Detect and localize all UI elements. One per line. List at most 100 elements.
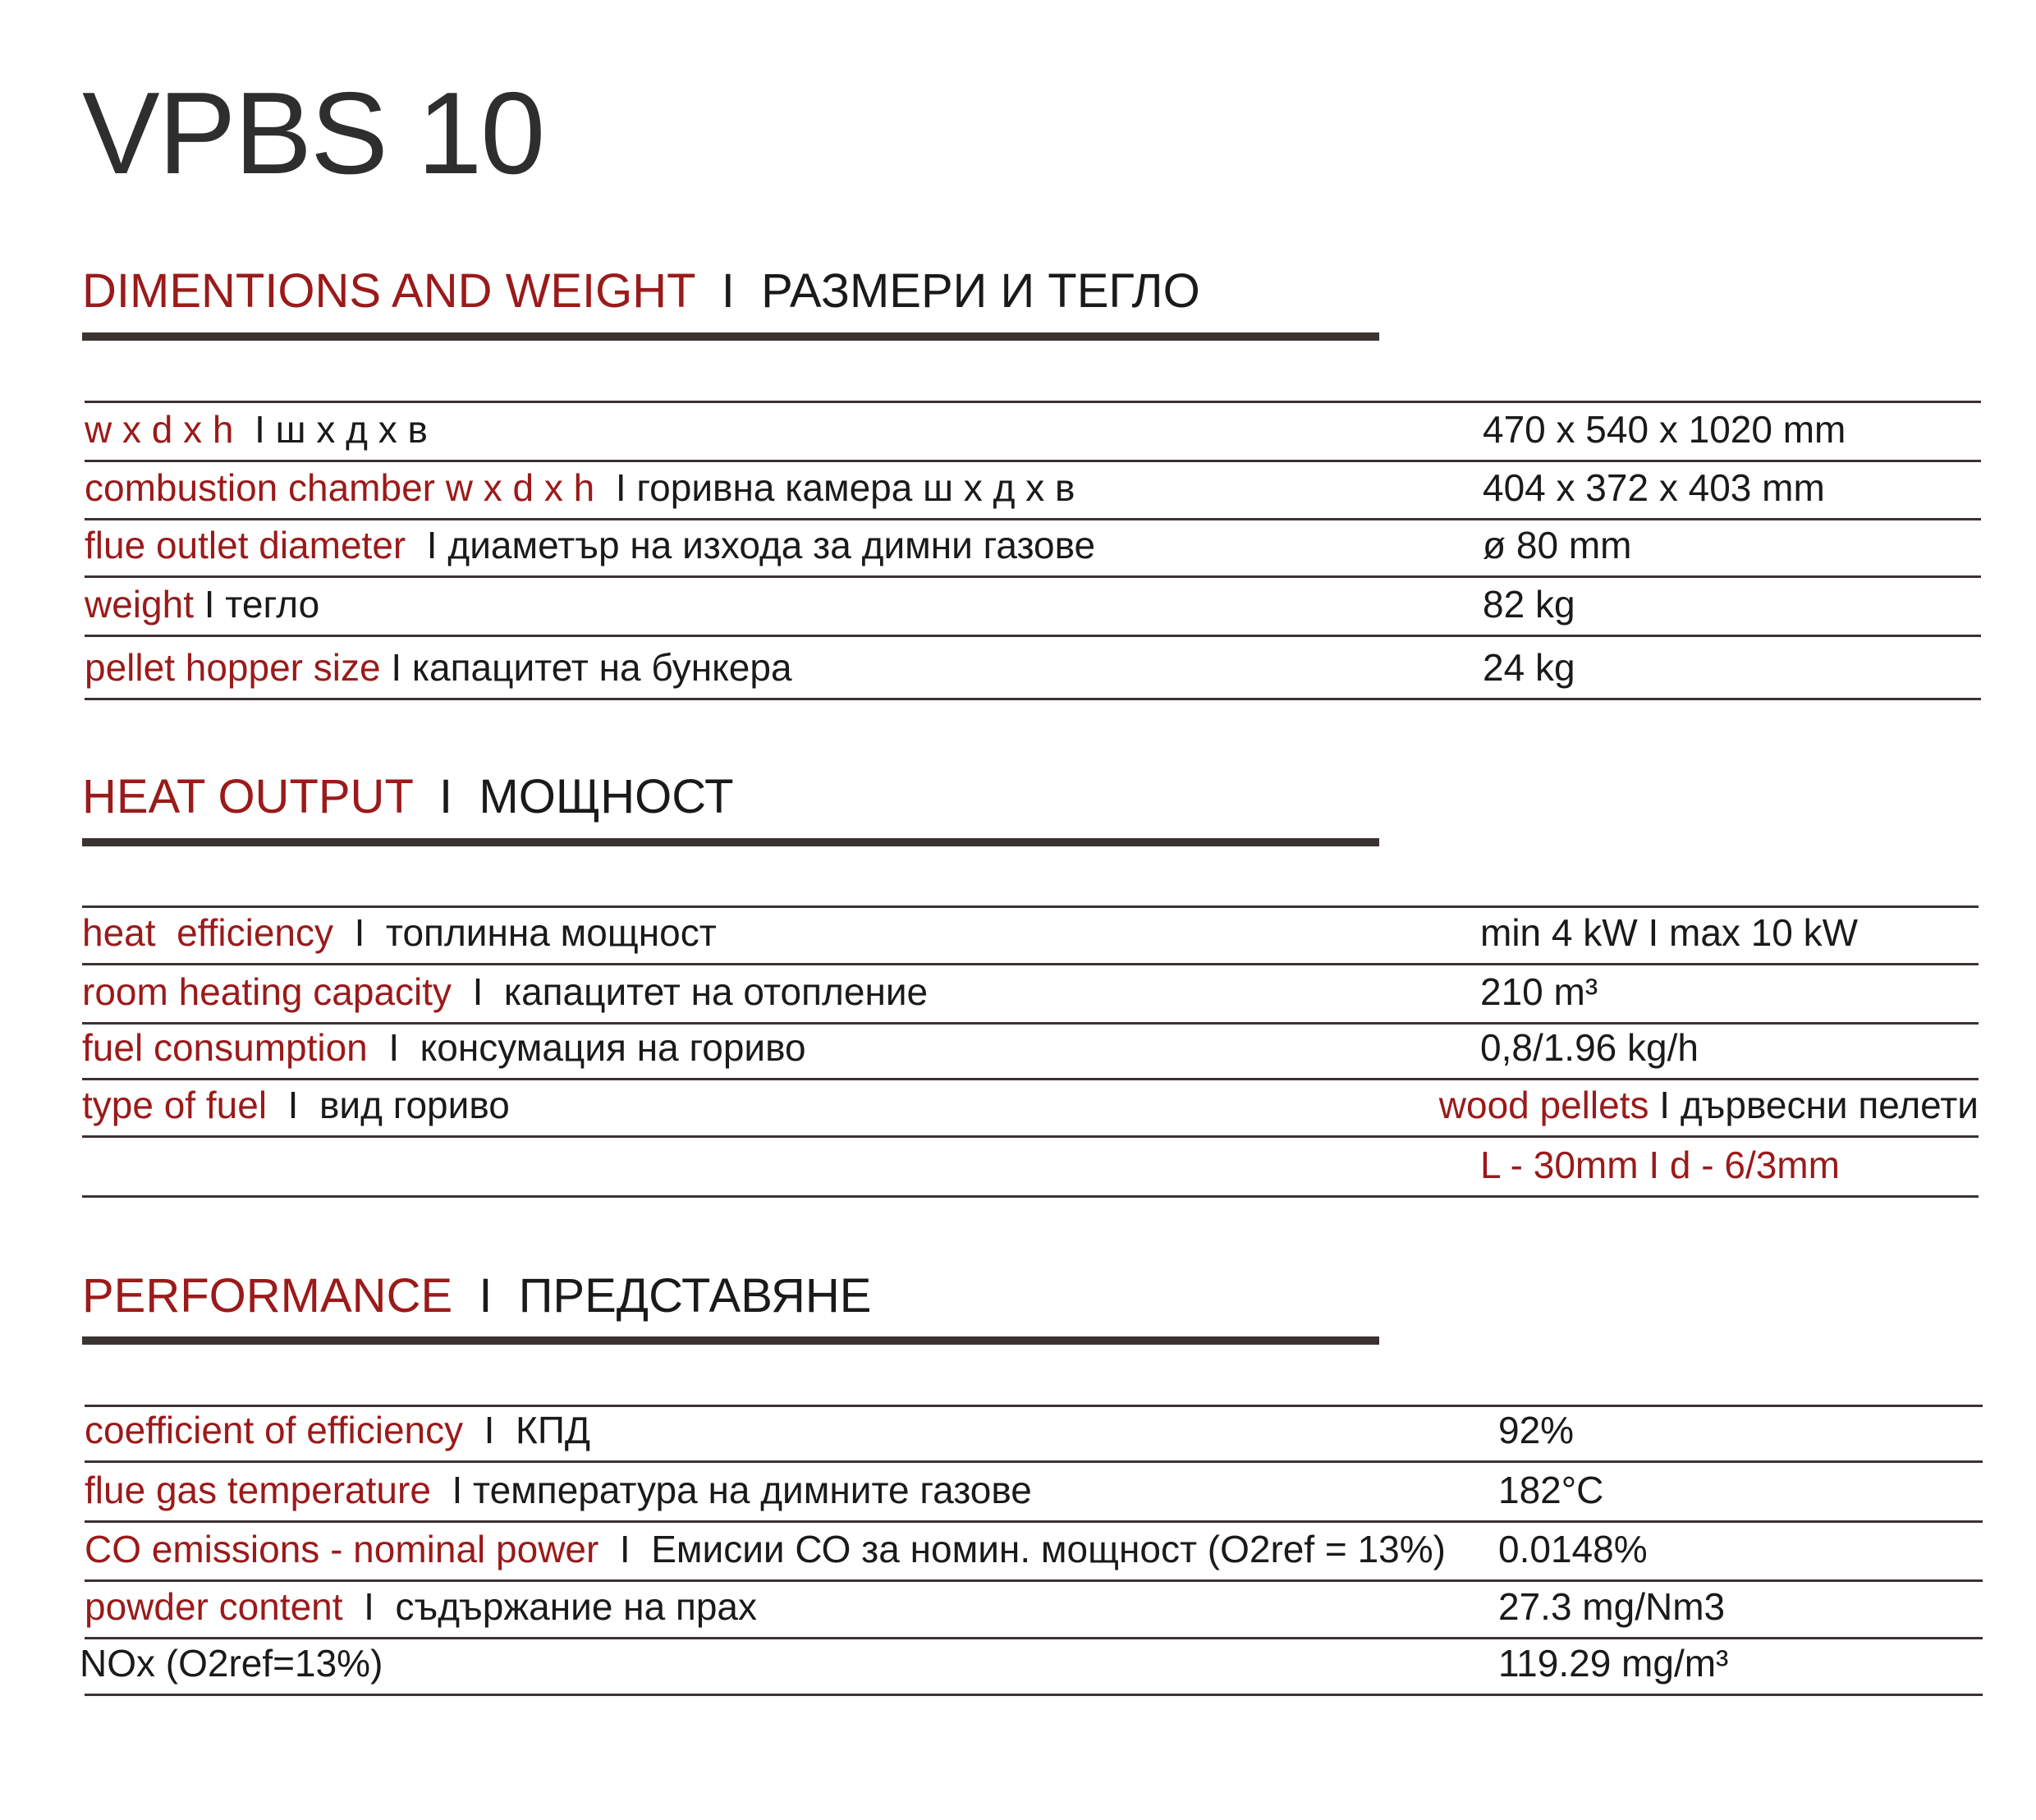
spec-label: weight I тегло — [85, 585, 319, 623]
section-heading-en: DIMENTIONS AND WEIGHT — [82, 264, 695, 318]
spec-label-en: heat efficiency — [82, 911, 334, 954]
row-rule — [82, 905, 1979, 908]
spec-label-bg: I диаметър на изхода за димни газове — [406, 524, 1096, 566]
spec-label-en: fuel consumption — [82, 1026, 368, 1069]
spec-row: room heating capacity I капацитет на ото… — [82, 963, 1979, 1022]
spec-value: 182°C — [1498, 1471, 1603, 1509]
spec-label-en: type of fuel — [82, 1084, 268, 1126]
spec-label: flue outlet diameter I диаметър на изход… — [85, 526, 1095, 564]
spec-label: NOx (O2ref=13%) — [80, 1644, 383, 1682]
spec-row: heat efficiency I топлинна мощност min 4 … — [82, 905, 1979, 963]
spec-label-bg: I капацитет на бункера — [380, 646, 792, 689]
spec-label-bg: I ш x д x в — [233, 408, 428, 451]
spec-row: fuel consumption I консумация на гориво 0… — [82, 1022, 1979, 1078]
section-heading-bg: I ПРЕДСТАВЯНЕ — [452, 1269, 872, 1323]
row-rule — [82, 1078, 1979, 1080]
spec-value: 210 m³ — [1480, 973, 1598, 1011]
spec-value: 470 x 540 x 1020 mm — [1483, 410, 1846, 448]
section-heading-en: PERFORMANCE — [82, 1269, 453, 1323]
spec-row: w x d x h I ш x д x в 470 x 540 x 1020 mm — [85, 401, 1981, 460]
spec-label-en: CO emissions - nominal power — [85, 1528, 599, 1570]
row-rule — [85, 518, 1981, 520]
row-rule — [85, 635, 1981, 637]
spec-label: fuel consumption I консумация на гориво — [82, 1029, 806, 1066]
section-heading: PERFORMANCE I ПРЕДСТАВЯНЕ — [82, 1272, 871, 1320]
spec-label-en: flue outlet diameter — [85, 524, 406, 566]
row-rule — [82, 1195, 1979, 1198]
spec-label: flue gas temperature I температура на ди… — [85, 1471, 1032, 1509]
spec-label-en: coefficient of efficiency — [85, 1409, 464, 1451]
spec-label: pellet hopper size I капацитет на бункер… — [85, 649, 792, 686]
spec-label-en: combustion chamber w x d x h — [85, 466, 595, 509]
spec-value: 24 kg — [1483, 649, 1575, 686]
section-heading: HEAT OUTPUT I МОЩНОСТ — [82, 773, 734, 821]
spec-label-bg: I температура на димните газове — [430, 1469, 1032, 1511]
spec-label-bg: NOx (O2ref=13%) — [80, 1642, 383, 1685]
spec-label-bg: I тегло — [193, 583, 320, 626]
row-rule — [85, 1460, 1983, 1463]
spec-label-bg: I топлинна мощност — [333, 911, 717, 954]
spec-row: type of fuel I вид гориво wood pellets I … — [82, 1078, 1979, 1135]
spec-label-en: weight — [85, 583, 194, 626]
row-rule — [82, 1022, 1979, 1025]
spec-value-text: 24 kg — [1483, 646, 1575, 689]
spec-label-bg: I горивна камера ш x д x в — [594, 466, 1075, 509]
row-rule — [82, 963, 1979, 965]
spec-value-text: 210 m³ — [1480, 970, 1598, 1013]
spec-value-text: 119.29 mg/m³ — [1498, 1642, 1729, 1685]
spec-value: 404 x 372 x 403 mm — [1483, 469, 1825, 507]
page-title: VPBS 10 — [82, 68, 545, 199]
spec-value-text: 470 x 540 x 1020 mm — [1483, 408, 1846, 451]
spec-value-text: 82 kg — [1483, 583, 1575, 626]
spec-row: L - 30mm I d - 6/3mm — [82, 1135, 1979, 1195]
row-rule — [82, 1135, 1979, 1138]
spec-value-text: ø 80 mm — [1483, 524, 1632, 566]
spec-label-en: powder content — [85, 1585, 343, 1628]
section-heading-bg: I МОЩНОСТ — [412, 770, 734, 823]
spec-value: wood pellets I дървесни пелети — [1439, 1086, 1979, 1124]
spec-value: L - 30mm I d - 6/3mm — [1480, 1146, 1840, 1184]
spec-value: 0.0148% — [1498, 1530, 1648, 1568]
spec-row: flue outlet diameter I диаметър на изход… — [85, 518, 1981, 575]
spec-value-text: 0,8/1.96 kg/h — [1480, 1026, 1699, 1069]
row-rule — [85, 1694, 1983, 1696]
spec-value-text: min 4 kW I max 10 kW — [1480, 911, 1859, 954]
spec-row: NOx (O2ref=13%) 119.29 mg/m³ — [80, 1637, 1983, 1694]
spec-value: ø 80 mm — [1483, 526, 1631, 564]
spec-value-highlight: L - 30mm I d - 6/3mm — [1480, 1144, 1840, 1186]
section-divider — [82, 838, 1379, 846]
row-rule — [85, 1520, 1983, 1523]
spec-value: 27.3 mg/Nm3 — [1498, 1588, 1725, 1625]
spec-value-text: 27.3 mg/Nm3 — [1498, 1585, 1726, 1628]
row-rule — [85, 1405, 1983, 1407]
section-divider — [82, 332, 1379, 341]
spec-value-text: 404 x 372 x 403 mm — [1483, 466, 1825, 509]
spec-label: room heating capacity I капацитет на ото… — [82, 973, 928, 1011]
spec-label: w x d x h I ш x д x в — [85, 410, 428, 448]
spec-value-highlight: wood pellets — [1438, 1084, 1649, 1126]
spec-label-en: room heating capacity — [82, 970, 452, 1013]
spec-value-text: 92% — [1498, 1409, 1575, 1451]
spec-label: type of fuel I вид гориво — [82, 1086, 510, 1124]
spec-label: heat efficiency I топлинна мощност — [82, 914, 717, 951]
spec-value: min 4 kW I max 10 kW — [1480, 914, 1858, 951]
spec-row: CO emissions - nominal power I Емисии СО… — [85, 1520, 1983, 1579]
section-heading: DIMENTIONS AND WEIGHT I РАЗМЕРИ И ТЕГЛО — [82, 268, 1200, 315]
row-rule — [85, 1579, 1983, 1582]
spec-label: coefficient of efficiency I КПД — [85, 1411, 590, 1449]
spec-label-en: w x d x h — [85, 408, 234, 451]
spec-label: CO emissions - nominal power I Емисии СО… — [85, 1530, 1446, 1568]
spec-value-text: 0.0148% — [1498, 1528, 1648, 1570]
row-rule — [85, 460, 1981, 462]
row-rule — [85, 698, 1981, 700]
spec-value: 82 kg — [1483, 585, 1575, 623]
spec-row: pellet hopper size I капацитет на бункер… — [85, 635, 1981, 698]
spec-row: flue gas temperature I температура на ди… — [85, 1460, 1983, 1520]
spec-label-bg: I капацитет на отопление — [452, 970, 929, 1013]
spec-label-bg: I съдържание на прах — [342, 1585, 758, 1628]
section-divider — [82, 1336, 1379, 1345]
spec-row: combustion chamber w x d x h I горивна к… — [85, 460, 1981, 518]
row-rule — [85, 401, 1981, 403]
section-heading-bg: I РАЗМЕРИ И ТЕГЛО — [695, 264, 1200, 318]
spec-value: 92% — [1498, 1411, 1574, 1449]
